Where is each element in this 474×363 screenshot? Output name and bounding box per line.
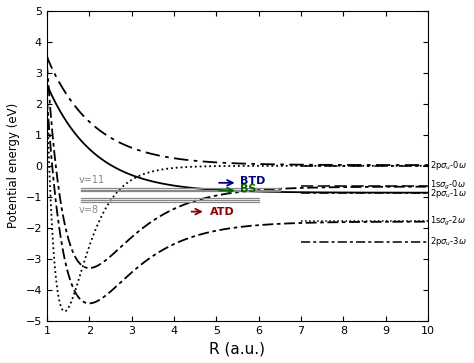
- Text: BS: BS: [239, 184, 256, 194]
- Text: 2p$\sigma_u$-0$\omega$: 2p$\sigma_u$-0$\omega$: [430, 159, 467, 172]
- Text: 2p$\sigma_u$-3$\omega$: 2p$\sigma_u$-3$\omega$: [430, 235, 467, 248]
- Text: 1s$\sigma_g$-2$\omega$: 1s$\sigma_g$-2$\omega$: [430, 215, 466, 228]
- Text: v=8: v=8: [79, 204, 99, 215]
- Text: ATD: ATD: [210, 207, 235, 217]
- X-axis label: R (a.u.): R (a.u.): [210, 341, 265, 356]
- Text: v=11: v=11: [79, 175, 105, 185]
- Text: 2p$\sigma_u$-1$\omega$: 2p$\sigma_u$-1$\omega$: [430, 187, 467, 200]
- Text: 1s$\sigma_g$-0$\omega$: 1s$\sigma_g$-0$\omega$: [430, 179, 466, 192]
- Text: BTD: BTD: [239, 176, 265, 185]
- Y-axis label: Potential energy (eV): Potential energy (eV): [7, 103, 20, 228]
